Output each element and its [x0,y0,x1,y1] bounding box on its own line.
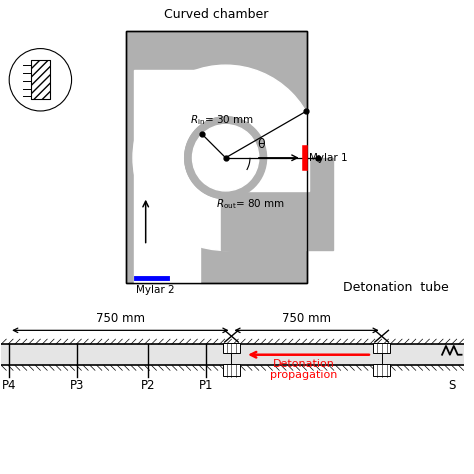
Bar [31,60,50,99]
Text: P3: P3 [70,379,85,392]
Text: $R_{\rm in}$= 30 mm: $R_{\rm in}$= 30 mm [191,113,255,127]
Text: Detonation
propagation: Detonation propagation [270,359,337,380]
Bar [223,343,240,353]
Bar [221,158,333,250]
Bar [221,125,310,191]
Bar [223,365,240,376]
Text: $R_{\rm out}$= 80 mm: $R_{\rm out}$= 80 mm [216,197,285,210]
Text: P4: P4 [2,379,17,392]
Text: Curved chamber: Curved chamber [164,8,269,21]
Bar [1,344,464,365]
Text: Mylar 1: Mylar 1 [310,153,348,163]
Circle shape [192,125,259,191]
Text: Detonation  tube: Detonation tube [343,281,448,294]
Bar [373,365,391,376]
Circle shape [185,117,266,199]
Text: 750 mm: 750 mm [96,312,145,326]
Text: 750 mm: 750 mm [282,312,331,326]
Text: P2: P2 [140,379,155,392]
Text: P1: P1 [199,379,213,392]
Bar [134,70,201,283]
Circle shape [133,65,318,250]
Bar [373,343,391,353]
Bar [31,60,50,99]
Text: Mylar 2: Mylar 2 [136,285,174,295]
Circle shape [192,125,259,191]
Bar [126,31,307,283]
Bar [126,31,307,283]
Text: S: S [448,379,456,392]
Text: θ: θ [257,138,264,151]
Circle shape [185,117,266,199]
